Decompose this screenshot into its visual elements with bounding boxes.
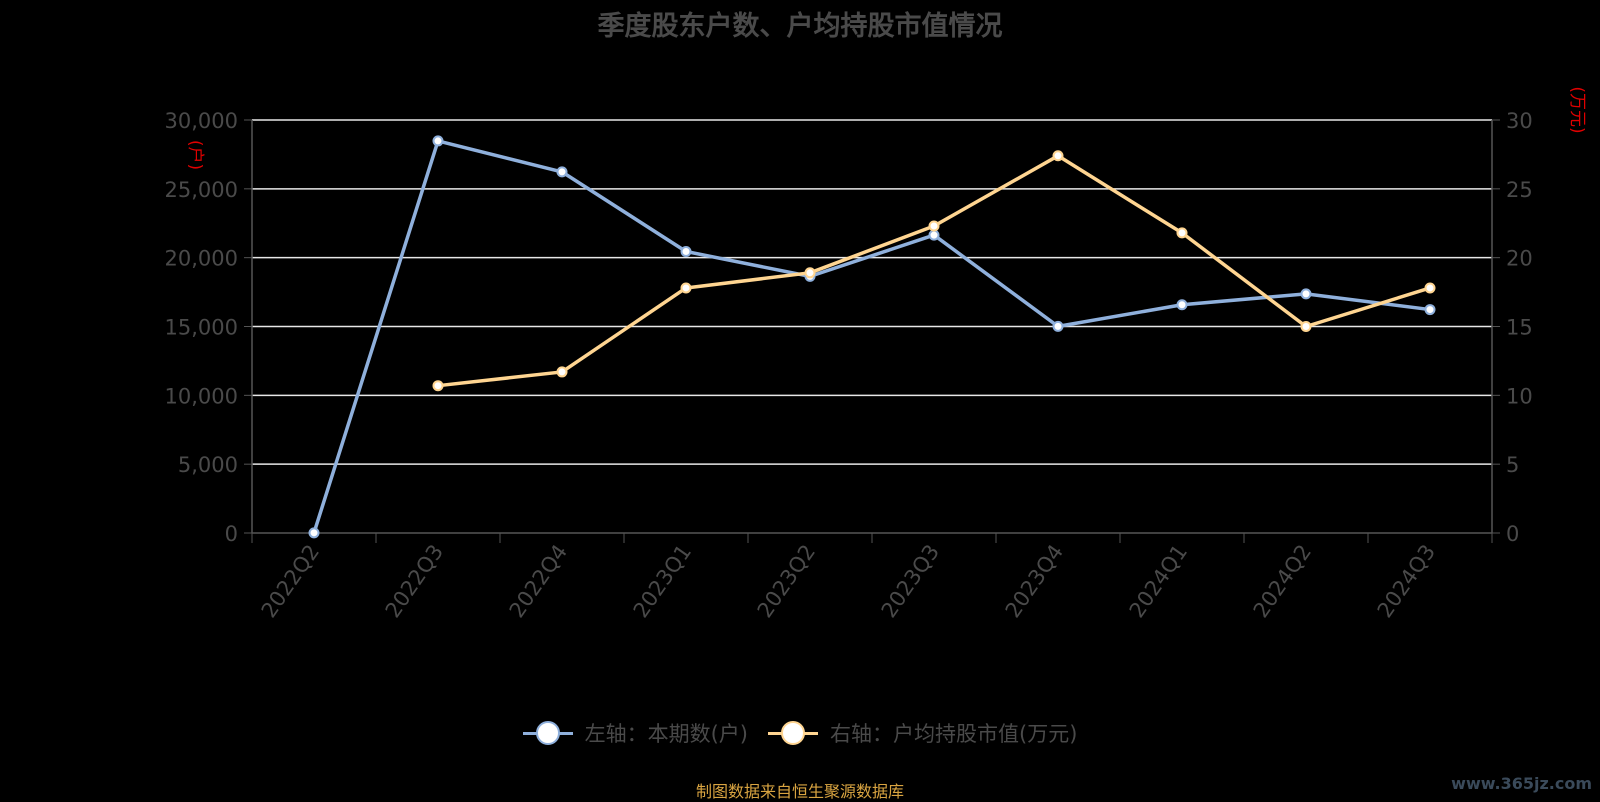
- x-tick-label: 2023Q3: [877, 540, 944, 622]
- watermark: www.365jz.com: [1451, 774, 1592, 793]
- grid-lines: [252, 119, 1492, 465]
- legend-label-households: 左轴：本期数(户): [584, 722, 748, 746]
- x-tick-label: 2023Q1: [629, 540, 696, 622]
- right-tick-label: 5: [1506, 453, 1519, 477]
- x-tick-label: 2024Q1: [1125, 540, 1192, 622]
- right-tick-label: 15: [1506, 316, 1533, 340]
- left-tick-label: 20,000: [165, 247, 238, 271]
- data-point-1: [1052, 150, 1064, 162]
- x-tick-label: 2023Q2: [753, 540, 820, 622]
- legend-swatch-households: [522, 721, 573, 745]
- right-tick-label: 0: [1506, 522, 1519, 546]
- data-point-0: [1176, 299, 1188, 311]
- right-tick-label: 10: [1506, 384, 1533, 408]
- legend-label-avg-value: 右轴：户均持股市值(万元): [830, 722, 1078, 746]
- legend-item-households[interactable]: 左轴：本期数(户): [522, 718, 748, 748]
- x-tick-label: 2023Q4: [1001, 540, 1068, 622]
- data-point-1: [432, 380, 444, 392]
- x-tick-label: 2022Q3: [381, 540, 448, 622]
- data-points: [308, 135, 1436, 539]
- left-tick-label: 5,000: [178, 453, 238, 477]
- data-point-1: [556, 366, 568, 378]
- series-line-1: [437, 154, 1431, 388]
- axes: 0 0 5,000 5 10,000 10 15,000 15 20,000 20 25,000 25…: [165, 86, 1587, 622]
- left-tick-label: 15,000: [165, 316, 238, 340]
- right-tick-label: 20: [1506, 247, 1533, 271]
- left-axis-unit: (户): [185, 140, 205, 170]
- data-point-0: [1300, 288, 1312, 300]
- data-point-1: [928, 220, 940, 232]
- source-note: 制图数据来自恒生聚源数据库: [695, 782, 904, 801]
- data-point-0: [928, 229, 940, 241]
- data-point-0: [556, 166, 568, 178]
- data-point-1: [1424, 282, 1436, 294]
- chart-title: 季度股东户数、户均持股市值情况: [597, 11, 1003, 42]
- left-tick-label: 30,000: [165, 109, 238, 133]
- data-point-0: [1424, 304, 1436, 316]
- x-tick-label: 2024Q2: [1249, 540, 1316, 622]
- x-tick-label: 2022Q4: [505, 540, 572, 622]
- data-point-1: [804, 267, 816, 279]
- data-point-0: [1052, 320, 1064, 332]
- right-tick-label: 25: [1506, 178, 1533, 202]
- data-point-1: [1176, 227, 1188, 239]
- x-tick-label: 2022Q2: [257, 540, 324, 622]
- data-point-1: [680, 282, 692, 294]
- left-tick-label: 0: [225, 522, 238, 546]
- data-point-0: [308, 527, 320, 539]
- data-point-1: [1300, 321, 1312, 332]
- data-point-0: [432, 135, 444, 147]
- series-lines: [312, 139, 1431, 534]
- left-tick-label: 10,000: [165, 384, 238, 408]
- left-tick-label: 25,000: [165, 178, 238, 202]
- legend: 左轴：本期数(户) 右轴：户均持股市值(万元): [0, 718, 1600, 748]
- right-axis-unit: (万元): [1567, 86, 1587, 133]
- series-line-0: [312, 139, 1431, 534]
- legend-swatch-avg-value: [768, 721, 818, 745]
- data-point-0: [680, 245, 692, 257]
- legend-item-avg-value[interactable]: 右轴：户均持股市值(万元): [768, 718, 1077, 748]
- right-tick-label: 30: [1506, 109, 1533, 133]
- x-tick-label: 2024Q3: [1373, 540, 1440, 622]
